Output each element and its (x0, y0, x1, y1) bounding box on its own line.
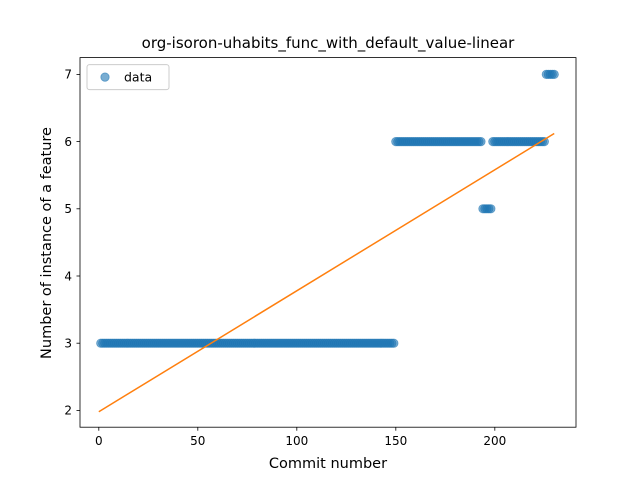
y-axis-label: Number of instance of a feature (39, 127, 55, 359)
x-tick-label: 50 (190, 434, 205, 448)
data-point (549, 69, 559, 80)
y-tick-label: 6 (64, 135, 72, 149)
legend-marker (100, 72, 110, 82)
y-tick-label: 3 (64, 337, 72, 351)
y-tick-label: 4 (64, 269, 72, 283)
x-axis-label: Commit number (269, 456, 387, 472)
y-tick-label: 2 (64, 404, 72, 418)
data-point (389, 338, 399, 348)
y-tick-label: 7 (64, 68, 72, 82)
plot-area (96, 69, 559, 413)
plot-frame (79, 57, 577, 428)
axes: 0 50 100 150 200 2 3 4 5 6 7 (64, 57, 577, 448)
x-tick-label: 200 (483, 434, 506, 448)
legend-box (86, 64, 170, 91)
legend-label: data (124, 70, 152, 85)
x-tick-label: 150 (384, 434, 407, 448)
data-point (486, 204, 496, 214)
fit-line (98, 132, 555, 413)
y-tick-label: 5 (64, 202, 72, 216)
x-tick-label: 0 (95, 434, 103, 448)
x-tick-label: 100 (285, 434, 308, 448)
data-point (476, 137, 486, 147)
legend: data (86, 64, 170, 91)
chart-title: org-isoron-uhabits_func_with_default_val… (142, 34, 515, 53)
